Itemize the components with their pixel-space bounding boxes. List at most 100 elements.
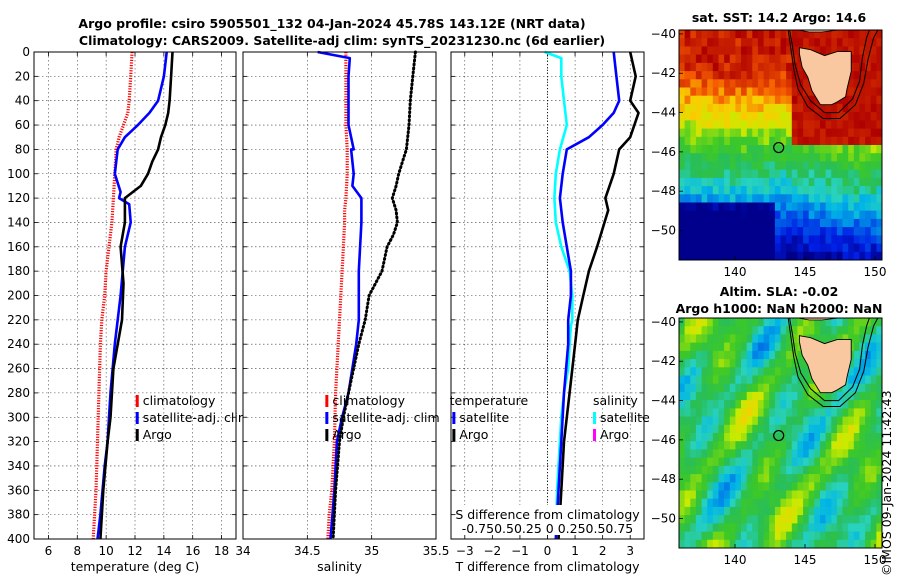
sst-cell — [707, 128, 714, 138]
sla-cell — [707, 457, 714, 467]
sst-cell — [679, 54, 686, 64]
sst-cell — [735, 71, 742, 80]
sst-cell — [848, 112, 855, 121]
sla-cell — [853, 449, 860, 459]
sla-cell — [797, 433, 804, 442]
sst-cell — [712, 71, 719, 80]
sla-cell — [757, 465, 765, 475]
sst-cell — [876, 38, 882, 47]
sst-cell — [870, 128, 877, 138]
sla-cell — [786, 523, 793, 533]
sla-cell — [769, 531, 776, 541]
sst-cell — [814, 153, 821, 162]
sst-cell — [842, 169, 849, 179]
sst-cell — [774, 227, 782, 236]
sla-cell — [763, 433, 770, 442]
sla-cell — [729, 433, 736, 442]
sst-cell — [712, 243, 719, 253]
sst-cell — [803, 161, 810, 171]
sst-cell — [870, 30, 877, 39]
sst-cell — [769, 210, 776, 220]
sla-cell — [695, 433, 703, 442]
sst-cell — [752, 202, 759, 212]
sla-cell — [707, 359, 714, 368]
sst-cell — [780, 177, 787, 187]
x-tick-label: 18 — [214, 544, 229, 558]
sst-cell — [695, 136, 703, 146]
sla-cell — [746, 515, 753, 524]
sst-cell — [724, 251, 731, 260]
sla-cell — [859, 359, 866, 368]
sst-cell — [724, 103, 731, 113]
sst-cell — [701, 79, 708, 89]
sst-cell — [870, 87, 877, 97]
sla-cell — [729, 482, 736, 492]
sla-cell — [757, 474, 765, 483]
sla-cell — [679, 515, 686, 524]
sst-cell — [774, 194, 782, 204]
sst-cell — [814, 251, 821, 260]
sla-cell — [769, 465, 776, 475]
sst-cell — [763, 169, 770, 179]
sla-cell — [701, 449, 708, 459]
map-y-tick-label: −48 — [651, 184, 676, 198]
x-tick-label: 6 — [45, 544, 53, 558]
sla-cell — [757, 449, 765, 459]
sla-cell — [876, 424, 882, 434]
sst-cell — [690, 79, 697, 89]
sla-cell — [684, 482, 691, 492]
sst-cell — [701, 210, 708, 220]
sst-cell — [752, 251, 759, 260]
sla-cell — [780, 441, 787, 450]
sst-cell — [791, 112, 798, 121]
sst-cell — [825, 136, 832, 146]
y-tick-label: 400 — [7, 532, 30, 546]
sla-cell — [876, 539, 882, 548]
sla-cell — [735, 474, 742, 483]
sst-cell — [831, 194, 838, 204]
sla-cell — [780, 515, 787, 524]
sst-cell — [735, 210, 742, 220]
sla-cell — [853, 515, 860, 524]
sla-cell — [786, 383, 793, 393]
sst-cell — [757, 243, 765, 253]
sst-cell — [876, 95, 882, 105]
sla-cell — [707, 391, 714, 401]
sla-cell — [774, 408, 782, 418]
sst-cell — [853, 54, 860, 64]
sst-cell — [836, 177, 844, 187]
sla-cell — [718, 515, 725, 524]
sla-cell — [848, 424, 855, 434]
sst-cell — [848, 169, 855, 179]
sla-cell — [814, 515, 821, 524]
sst-cell — [746, 128, 753, 138]
sla-cell — [752, 506, 759, 516]
sst-cell — [752, 103, 759, 113]
sla-cell — [791, 465, 798, 475]
sla-cell — [712, 482, 719, 492]
sla-cell — [718, 326, 725, 335]
sst-cell — [842, 120, 849, 130]
sst-cell — [769, 54, 776, 64]
sla-cell — [848, 465, 855, 475]
sst-cell — [848, 120, 855, 130]
sla-cell — [786, 482, 793, 492]
sla-cell — [729, 318, 736, 327]
sla-cell — [825, 482, 832, 492]
sst-cell — [735, 62, 742, 72]
sst-cell — [746, 46, 753, 56]
sla-cell — [780, 391, 787, 401]
sla-cell — [701, 490, 708, 500]
sla-cell — [848, 449, 855, 459]
sla-cell — [859, 474, 866, 483]
sla-cell — [780, 334, 787, 344]
sla-cell — [752, 482, 759, 492]
sst-cell — [825, 194, 832, 204]
sst-cell — [870, 62, 877, 72]
sla-cell — [724, 531, 731, 541]
sst-cell — [701, 202, 708, 212]
sla-cell — [791, 334, 798, 344]
sla-cell — [870, 474, 877, 483]
sst-cell — [786, 103, 793, 113]
sla-cell — [684, 350, 691, 360]
